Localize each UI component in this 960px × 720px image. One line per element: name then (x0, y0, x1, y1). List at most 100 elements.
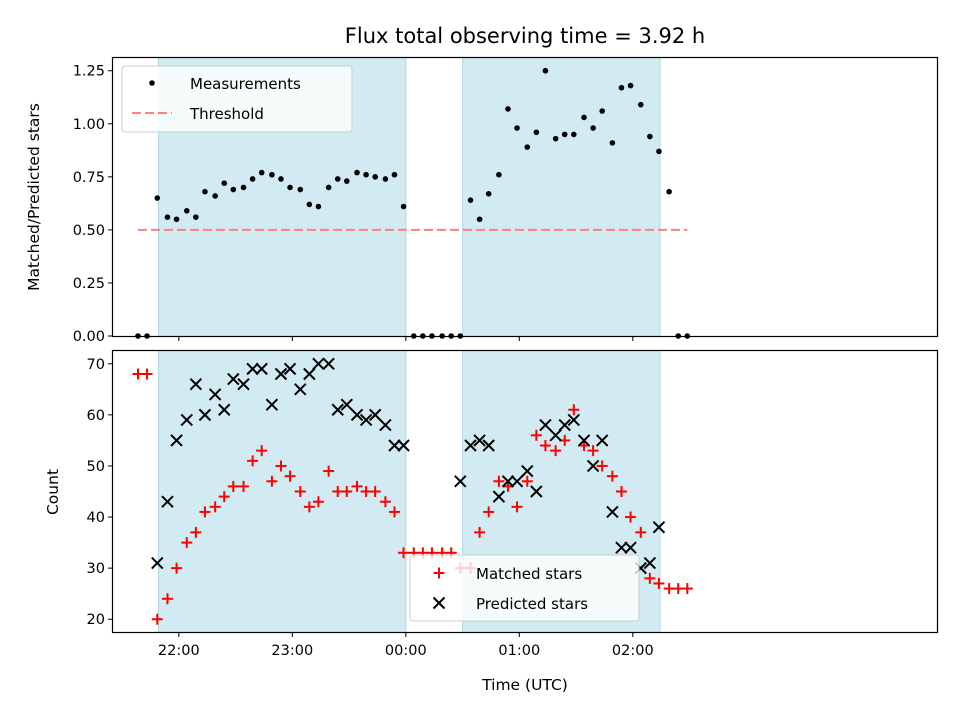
cross-b (151, 556, 164, 570)
cross-b (180, 413, 193, 427)
predicted-point (274, 367, 288, 381)
measurement-point (306, 201, 313, 208)
cross-b (586, 459, 600, 473)
matched-point (398, 547, 410, 559)
legend-label-predicted: Predicted stars (476, 595, 588, 613)
matched-point (256, 445, 268, 457)
matched-point (606, 470, 618, 482)
predicted-point (388, 439, 401, 452)
predicted-point (294, 383, 307, 396)
top-axes-frame (111, 56, 939, 338)
measurement-point (344, 178, 350, 184)
legend-marker-matched (433, 567, 445, 579)
cross-b (265, 398, 279, 411)
predicted-point (368, 408, 382, 422)
matched-point (568, 404, 580, 416)
measurement-point (202, 188, 208, 195)
cross-b (303, 367, 316, 381)
y-tick-label: 40 (87, 510, 105, 526)
predicted-point (170, 434, 183, 447)
measurement-point (391, 171, 398, 178)
predicted-point (539, 418, 552, 432)
measurement-point (230, 186, 237, 193)
predicted-point (624, 541, 637, 554)
predicted-point (189, 378, 203, 391)
measurement-point (618, 84, 625, 91)
matched-point (303, 501, 315, 513)
measurement-point (363, 171, 369, 178)
matched-point (190, 526, 202, 538)
bottom-x-ticks: 22:00 23:00 00:00 01:00 02:00 (158, 632, 654, 659)
cross-b (510, 475, 524, 488)
cross-b (473, 434, 486, 447)
y-tick-label: 0.75 (73, 170, 105, 186)
predicted-point (180, 413, 193, 427)
y-tick-label: 30 (87, 561, 105, 577)
matched-point (312, 496, 324, 508)
bottom-y-axis-label: Count (44, 469, 62, 515)
measurement-point (315, 203, 322, 210)
y-tick-label: 1.25 (73, 64, 105, 80)
matched-point (227, 480, 239, 492)
top-panel: 0.00 0.25 0.50 0.75 1.00 1.25 Matched/Predict… (25, 56, 939, 345)
x-tick-label: 02:00 (612, 643, 654, 659)
predicted-point (161, 495, 174, 508)
cross-b (170, 434, 183, 447)
predicted-point (255, 362, 268, 376)
measurement-point (542, 67, 549, 74)
matched-point (625, 511, 637, 523)
cross-b (432, 596, 446, 610)
chart-title: Flux total observing time = 3.92 h (345, 24, 705, 48)
cross-b (340, 398, 354, 411)
cross-b (539, 418, 552, 432)
y-tick-label: 20 (87, 612, 105, 628)
measurement-point (382, 176, 389, 182)
legend-label-matched: Matched stars (476, 565, 582, 583)
shaded-span-2 (462, 58, 661, 336)
x-axis-label: Time (UTC) (481, 676, 568, 694)
predicted-point (501, 475, 515, 488)
measurement-point (609, 140, 616, 146)
cross-b (368, 408, 382, 422)
matched-point (379, 496, 391, 508)
top-y-ticks: 0.00 0.25 0.50 0.75 1.00 1.25 (73, 64, 113, 345)
predicted-point (643, 556, 657, 570)
cross-b (379, 418, 392, 432)
matched-point (341, 486, 353, 497)
measurement-point (627, 82, 634, 89)
x-tick-label: 01:00 (498, 643, 540, 659)
top-y-axis-label: Matched/Predicted stars (25, 103, 43, 291)
cross-b (189, 378, 203, 391)
matched-point (275, 460, 287, 472)
measurement-point (514, 125, 520, 131)
cross-b (549, 429, 562, 442)
cross-b (595, 434, 609, 447)
matched-point (351, 480, 363, 492)
measurement-point (400, 203, 407, 210)
cross-b (577, 434, 591, 447)
matched-point (294, 486, 306, 497)
measurement-point (154, 195, 161, 201)
matched-point (644, 572, 656, 584)
matched-point (238, 480, 250, 492)
cross-b (388, 439, 401, 452)
cross-b (350, 408, 364, 422)
predicted-point (340, 398, 354, 411)
measurement-point (193, 214, 199, 220)
legend-box (121, 65, 353, 133)
y-tick-label: 50 (87, 459, 105, 475)
legend-label-measurements: Measurements (190, 75, 301, 93)
predicted-point (379, 418, 392, 432)
matched-point (681, 583, 693, 595)
measurement-point (164, 214, 171, 220)
predicted-point (208, 388, 222, 401)
top-legend: Measurements Threshold (121, 65, 353, 133)
cross-b (246, 362, 259, 376)
measurement-point (571, 131, 577, 138)
matched-point (550, 445, 562, 457)
predicted-point (473, 434, 486, 447)
predicted-point (218, 403, 231, 416)
measurement-point (297, 186, 304, 193)
predicted-point (331, 403, 344, 416)
matched-point (474, 526, 486, 538)
